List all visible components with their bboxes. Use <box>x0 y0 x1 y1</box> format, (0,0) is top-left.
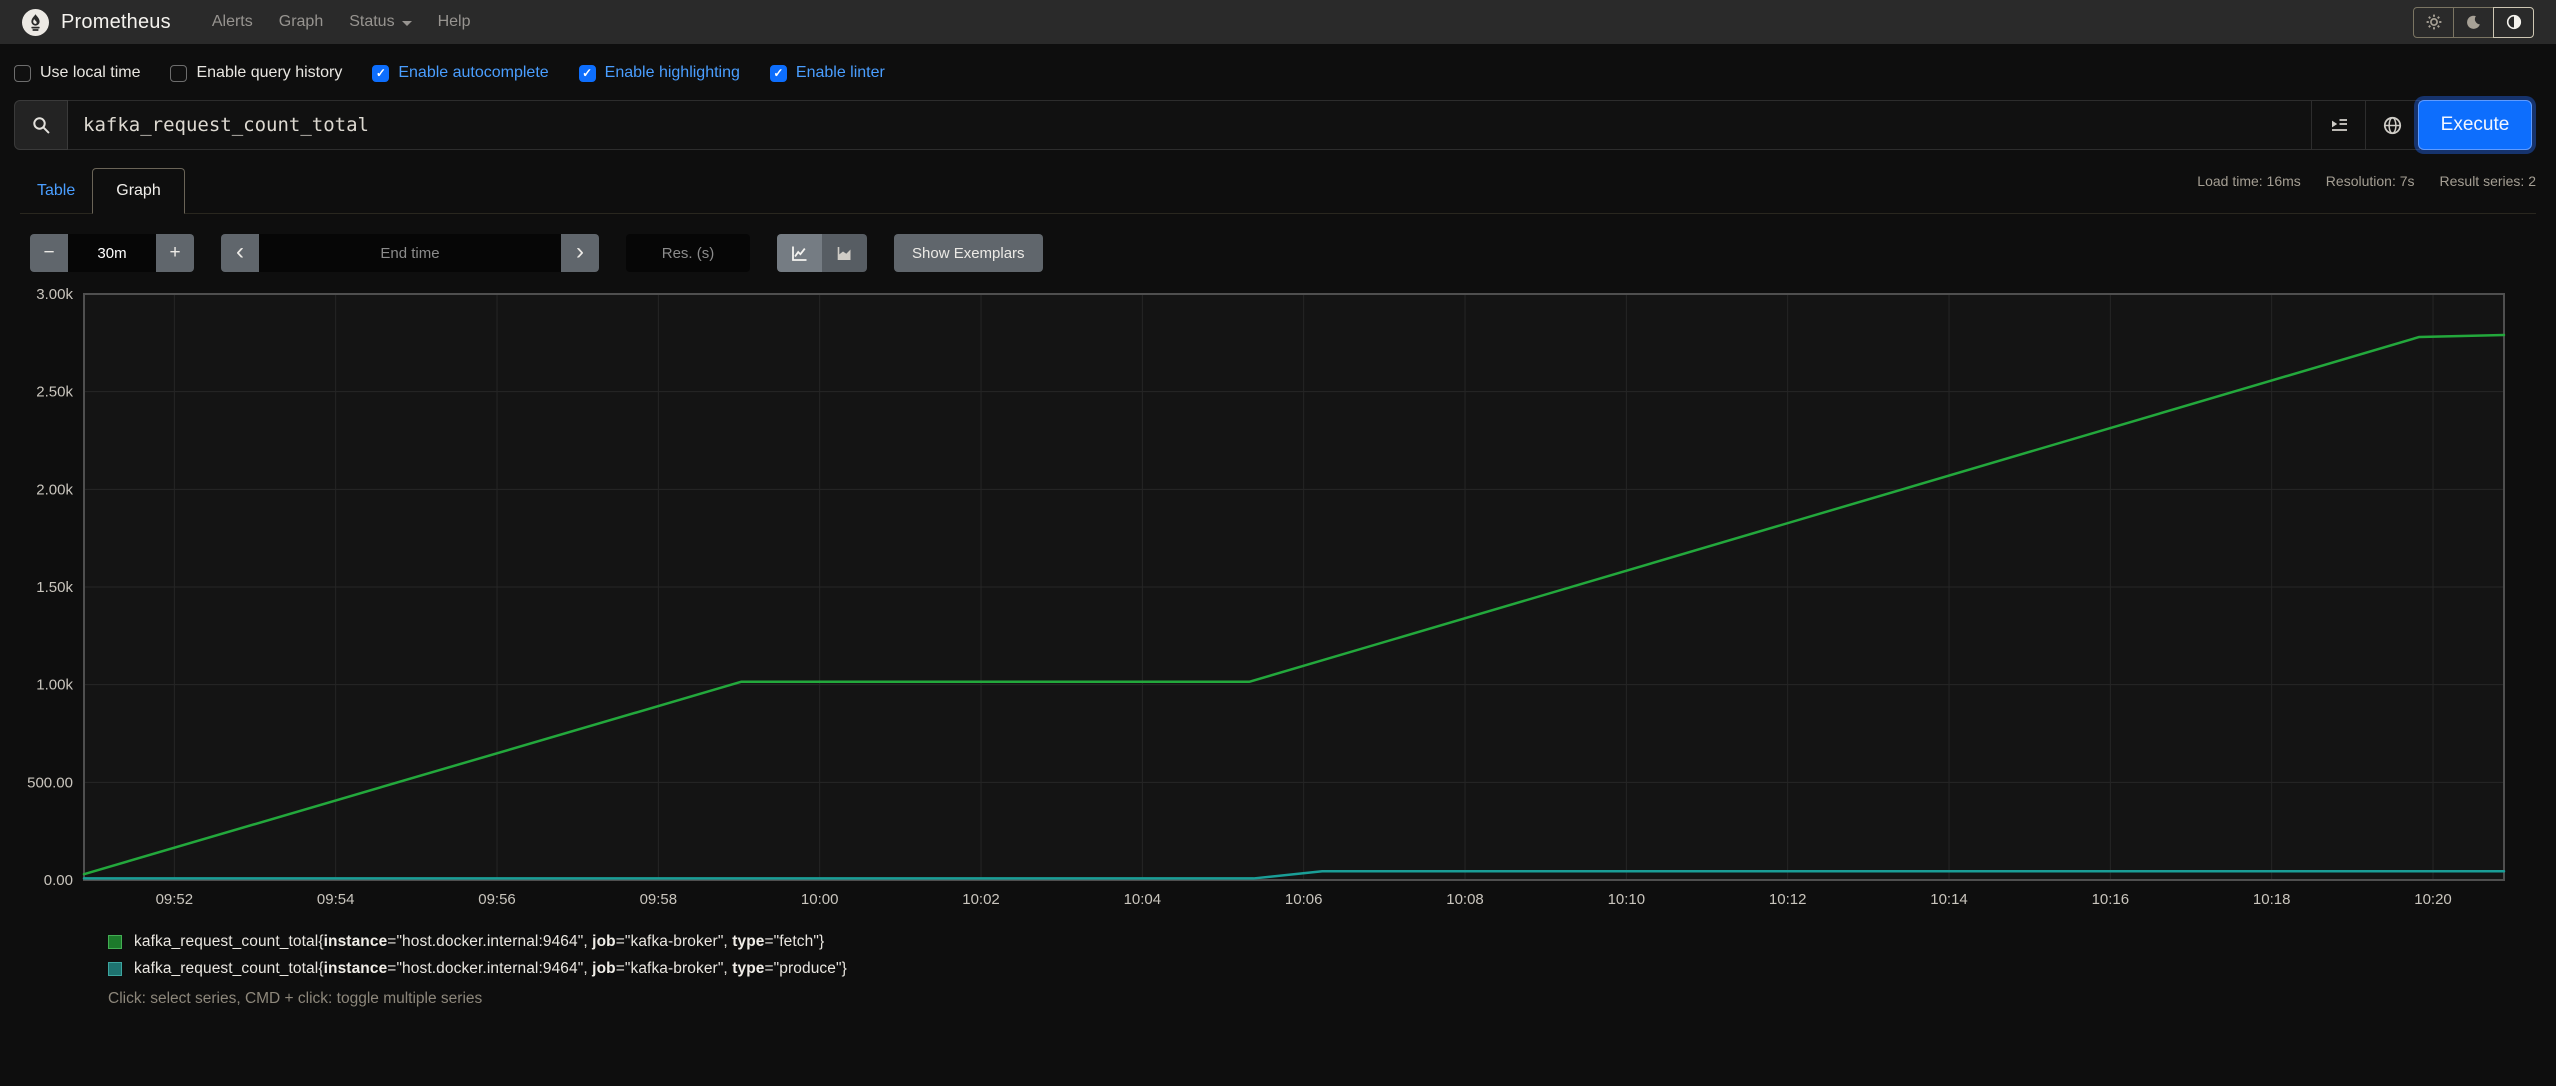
theme-toggle-group <box>2413 6 2534 38</box>
svg-text:10:04: 10:04 <box>1124 891 1162 907</box>
svg-text:500.00: 500.00 <box>27 774 73 791</box>
checkbox-box[interactable] <box>372 64 390 82</box>
chevron-down-icon <box>401 20 412 26</box>
range-stepper: − 30m + <box>30 234 194 272</box>
checkbox-enable-query-history[interactable]: Enable query history <box>170 64 342 82</box>
graph-controls: − 30m + ‹ End time › Res. (s) Sho <box>30 234 2532 272</box>
stacked-chart-button[interactable] <box>822 234 867 272</box>
checkbox-box[interactable] <box>769 64 787 82</box>
svg-text:0.00: 0.00 <box>44 872 73 889</box>
series-label: kafka_request_count_total{instance="host… <box>134 933 825 950</box>
svg-text:2.50k: 2.50k <box>36 384 73 401</box>
nav-status[interactable]: Status <box>336 13 424 31</box>
explain-query-button[interactable] <box>2366 100 2420 150</box>
range-input[interactable]: 30m <box>68 234 156 272</box>
stacked-chart-icon <box>836 245 853 262</box>
checkbox-box[interactable] <box>578 64 596 82</box>
line-chart-button[interactable] <box>777 234 822 272</box>
nav-alerts[interactable]: Alerts <box>211 13 253 30</box>
series-color-swatch <box>108 935 122 949</box>
tab-graph[interactable]: Graph <box>92 168 185 214</box>
svg-text:3.00k: 3.00k <box>36 286 73 303</box>
contrast-icon <box>2506 14 2522 30</box>
moon-icon <box>2466 15 2481 30</box>
svg-text:10:14: 10:14 <box>1930 891 1968 907</box>
checkbox-enable-highlighting[interactable]: Enable highlighting <box>578 64 740 82</box>
graph-canvas[interactable]: 09:52 09:54 09:56 09:58 10:00 10:02 10:04 10:06… <box>20 282 2536 907</box>
svg-text:10:12: 10:12 <box>1769 891 1807 907</box>
checkbox-enable-autocomplete[interactable]: Enable autocomplete <box>372 64 549 82</box>
svg-text:09:56: 09:56 <box>478 891 516 907</box>
query-options-row: Use local time Enable query history Enab… <box>0 44 2556 94</box>
app-brand[interactable]: Prometheus <box>22 8 171 36</box>
svg-text:10:20: 10:20 <box>2414 891 2452 907</box>
legend-hint: Click: select series, CMD + click: toggl… <box>108 990 483 1007</box>
svg-text:10:16: 10:16 <box>2092 891 2130 907</box>
resolution: Resolution: 7s <box>2325 173 2415 189</box>
checkbox-box[interactable] <box>170 64 188 82</box>
nav-help[interactable]: Help <box>437 13 471 30</box>
checkbox-use-local-time[interactable]: Use local time <box>14 64 140 82</box>
graph-panel: 09:52 09:54 09:56 09:58 10:00 10:02 10:04 10:06… <box>20 282 2536 907</box>
svg-text:09:54: 09:54 <box>317 891 355 907</box>
execute-button[interactable]: Execute <box>2418 100 2532 150</box>
metrics-explorer-button[interactable] <box>2312 100 2366 150</box>
result-tabs: Table Graph Load time: 16ms Resolution: … <box>20 168 2536 214</box>
svg-text:09:52: 09:52 <box>156 891 194 907</box>
svg-text:10:00: 10:00 <box>801 891 839 907</box>
increase-range-button[interactable]: + <box>156 234 194 272</box>
theme-auto-button[interactable] <box>2493 6 2534 38</box>
tab-table[interactable]: Table <box>37 182 76 199</box>
end-time-input[interactable]: End time <box>259 234 561 272</box>
graph-legend: kafka_request_count_total{instance="host… <box>108 933 2556 978</box>
metrics-explorer-icon <box>2330 116 2348 134</box>
navbar: Prometheus Alerts Graph Status Help <box>0 0 2556 44</box>
time-back-button[interactable]: ‹ <box>221 234 259 272</box>
checkbox-enable-linter[interactable]: Enable linter <box>769 64 885 82</box>
svg-text:10:18: 10:18 <box>2253 891 2291 907</box>
chart-style-toggle <box>777 234 867 272</box>
app-title: Prometheus <box>61 10 171 33</box>
svg-text:10:08: 10:08 <box>1446 891 1484 907</box>
svg-text:10:06: 10:06 <box>1285 891 1323 907</box>
load-time: Load time: 16ms <box>2197 173 2301 189</box>
svg-text:1.00k: 1.00k <box>36 677 73 694</box>
expression-input[interactable]: kafka_request_count_total <box>68 100 2312 150</box>
show-exemplars-button[interactable]: Show Exemplars <box>894 234 1043 272</box>
prometheus-logo-icon <box>22 8 49 36</box>
query-bar: kafka_request_count_total Execute <box>14 100 2532 150</box>
query-stats: Load time: 16ms Resolution: 7s Result se… <box>2197 168 2536 189</box>
theme-dark-button[interactable] <box>2453 6 2494 38</box>
line-chart-icon <box>791 245 808 262</box>
time-forward-button[interactable]: › <box>561 234 599 272</box>
svg-text:2.00k: 2.00k <box>36 481 73 498</box>
series-label: kafka_request_count_total{instance="host… <box>134 960 847 977</box>
end-time-picker: ‹ End time › <box>221 234 599 272</box>
series-color-swatch <box>108 962 122 976</box>
sun-icon <box>2426 14 2442 30</box>
result-series: Result series: 2 <box>2439 173 2536 189</box>
nav-graph[interactable]: Graph <box>278 13 324 30</box>
svg-text:10:10: 10:10 <box>1608 891 1646 907</box>
resolution-input[interactable]: Res. (s) <box>626 234 750 272</box>
svg-text:10:02: 10:02 <box>962 891 1000 907</box>
theme-light-button[interactable] <box>2413 6 2454 38</box>
legend-item[interactable]: kafka_request_count_total{instance="host… <box>108 960 2556 978</box>
globe-icon <box>2383 116 2402 135</box>
decrease-range-button[interactable]: − <box>30 234 68 272</box>
legend-item[interactable]: kafka_request_count_total{instance="host… <box>108 933 2556 951</box>
nav-status-label: Status <box>349 13 395 30</box>
search-icon <box>14 100 68 150</box>
checkbox-box[interactable] <box>14 64 31 82</box>
nav-links: Alerts Graph Status Help <box>199 13 484 31</box>
svg-text:1.50k: 1.50k <box>36 579 73 596</box>
svg-text:09:58: 09:58 <box>640 891 678 907</box>
